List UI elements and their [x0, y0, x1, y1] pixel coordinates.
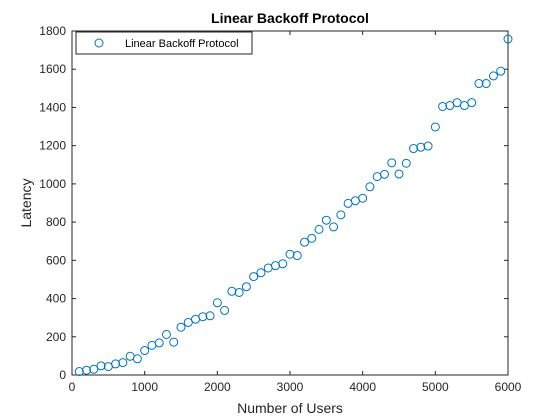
- data-point: [467, 98, 477, 108]
- data-point: [496, 66, 506, 76]
- data-point: [365, 182, 375, 192]
- data-point: [118, 358, 128, 368]
- data-point: [256, 268, 266, 278]
- data-point: [314, 224, 324, 234]
- ticks: 0 1000 2000 3000 4000 5000 6000 0 200 400 600 800 10…: [39, 24, 521, 394]
- y-tick-label: 1000: [39, 177, 66, 191]
- data-point: [358, 193, 368, 203]
- data-point: [401, 158, 411, 168]
- data-point: [249, 272, 259, 282]
- y-tick-label: 800: [46, 215, 66, 229]
- legend-label: Linear Backoff Protocol: [125, 38, 239, 50]
- data-point: [423, 141, 433, 151]
- legend-marker: [94, 38, 104, 48]
- legend-box: [75, 31, 253, 55]
- data-point: [409, 144, 419, 154]
- data-point: [270, 261, 280, 271]
- y-tick-label: 0: [59, 368, 66, 382]
- x-tick-label: 0: [69, 380, 76, 394]
- data-point: [220, 305, 230, 315]
- data-point: [89, 364, 99, 374]
- data-point: [227, 286, 237, 296]
- y-tick-label: 200: [46, 330, 66, 344]
- data-point: [307, 233, 317, 243]
- data-point: [416, 142, 426, 152]
- y-tick-label: 1800: [39, 24, 66, 38]
- y-tick-label: 1200: [39, 139, 66, 153]
- data-point: [481, 79, 491, 89]
- y-tick-label: 1600: [39, 62, 66, 76]
- data-point: [205, 311, 215, 321]
- y-tick-label: 600: [46, 253, 66, 267]
- data-point: [387, 158, 397, 168]
- data-point: [169, 337, 179, 347]
- data-point: [241, 282, 251, 292]
- data-point: [140, 346, 150, 356]
- data-point: [278, 259, 288, 269]
- data-point: [379, 169, 389, 179]
- data-point: [329, 222, 339, 232]
- data-point: [336, 210, 346, 220]
- data-points: [74, 34, 513, 377]
- x-tick-label: 1000: [131, 380, 158, 394]
- data-point: [212, 298, 222, 308]
- data-point: [488, 71, 498, 81]
- data-point: [154, 338, 164, 348]
- x-tick-label: 2000: [204, 380, 231, 394]
- axes: [71, 30, 509, 376]
- data-point: [321, 215, 331, 225]
- data-point: [503, 34, 513, 44]
- data-point: [285, 249, 295, 259]
- data-point: [111, 359, 121, 369]
- data-point: [96, 361, 106, 371]
- plot-frame: [71, 30, 509, 376]
- y-tick-label: 400: [46, 292, 66, 306]
- data-point: [430, 122, 440, 132]
- data-point: [74, 367, 84, 377]
- data-point: [234, 287, 244, 297]
- x-tick-label: 5000: [422, 380, 449, 394]
- legend: Linear Backoff Protocol: [75, 31, 253, 55]
- data-point: [438, 101, 448, 111]
- x-tick-label: 4000: [349, 380, 376, 394]
- data-point: [198, 312, 208, 322]
- data-point: [292, 251, 302, 261]
- y-axis-title: Latency: [18, 178, 34, 227]
- data-point: [176, 322, 186, 332]
- data-point: [82, 365, 92, 375]
- data-point: [161, 329, 171, 339]
- data-point: [132, 354, 142, 364]
- data-point: [394, 169, 404, 179]
- x-tick-label: 6000: [495, 380, 522, 394]
- x-axis-title: Number of Users: [237, 400, 343, 416]
- x-tick-label: 3000: [277, 380, 304, 394]
- y-tick-label: 1400: [39, 100, 66, 114]
- data-point: [474, 79, 484, 89]
- data-point: [300, 237, 310, 247]
- chart-title: Linear Backoff Protocol: [211, 10, 369, 26]
- data-point: [183, 317, 193, 327]
